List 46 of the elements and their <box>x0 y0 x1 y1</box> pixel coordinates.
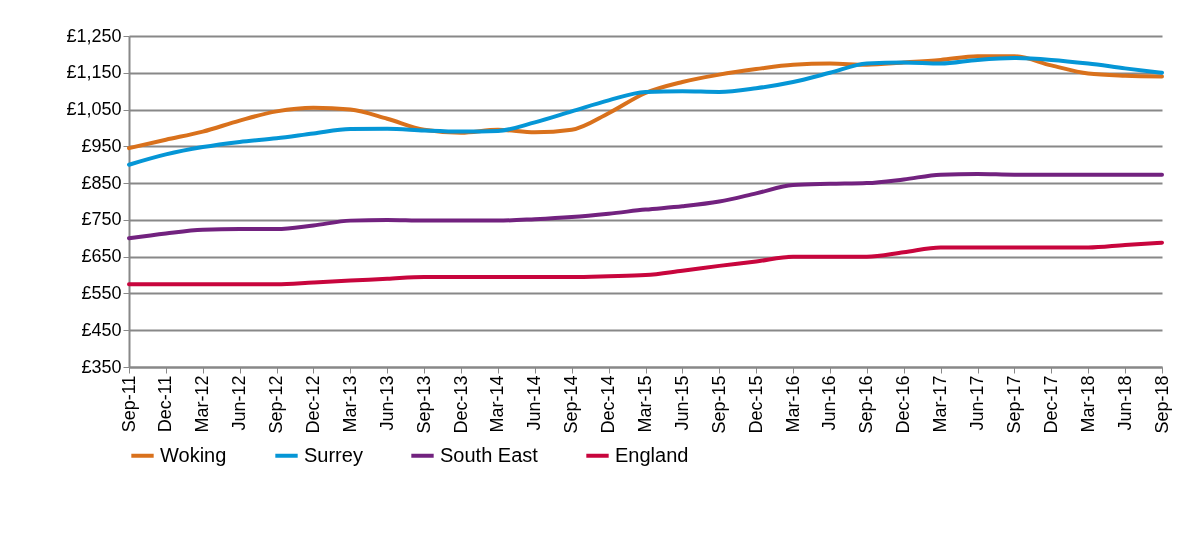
legend-label: England <box>615 443 689 466</box>
legend-label: Woking <box>160 443 227 466</box>
x-tick-label: Mar-14 <box>487 375 508 433</box>
x-tick-label: Mar-18 <box>1077 375 1098 433</box>
x-tick-label: Dec-17 <box>1040 375 1061 434</box>
x-tick-label: Sep-15 <box>708 375 729 434</box>
x-tick-label: Mar-15 <box>635 375 655 433</box>
x-tick-label: Mar-16 <box>782 375 803 433</box>
y-tick-label: £950 <box>81 135 122 156</box>
y-tick-label: £1,050 <box>66 99 122 120</box>
legend-label: Surrey <box>304 443 363 466</box>
x-tick-label: Sep-13 <box>413 375 434 434</box>
x-tick-label: Jun-14 <box>524 375 545 431</box>
x-tick-label: Sep-18 <box>1151 375 1172 434</box>
line-series <box>127 240 1164 287</box>
x-tick-label: Mar-17 <box>930 375 951 433</box>
x-tick-label: Sep-14 <box>561 375 582 434</box>
y-tick-label: £1,250 <box>66 25 122 46</box>
x-tick-label: Sep-16 <box>856 375 877 434</box>
legend-label: South East <box>440 443 539 466</box>
y-tick-label: £750 <box>81 209 122 230</box>
y-tick-label: £550 <box>81 282 122 303</box>
x-tick-label: Dec-14 <box>598 375 619 434</box>
x-tick-label: Dec-16 <box>893 375 914 434</box>
x-tick-label: Mar-13 <box>339 375 360 433</box>
y-tick-label: £350 <box>81 356 122 377</box>
x-tick-label: Jun-12 <box>229 375 250 431</box>
x-tick-label: Jun-16 <box>819 375 840 431</box>
y-tick-label: £850 <box>81 172 122 193</box>
y-tick-label: £1,150 <box>66 62 122 83</box>
x-tick-label: Sep-11 <box>118 375 139 433</box>
x-tick-label: Jun-17 <box>967 375 988 431</box>
x-tick-label: Jun-13 <box>376 375 397 431</box>
line-series <box>127 171 1164 241</box>
x-tick-label: Sep-12 <box>266 375 287 434</box>
x-tick-label: Sep-17 <box>1003 375 1024 434</box>
line-series <box>127 56 1164 167</box>
x-tick-label: Jun-15 <box>671 375 692 431</box>
x-tick-label: Mar-12 <box>192 375 213 433</box>
x-tick-label: Dec-12 <box>302 375 323 434</box>
x-tick-label: Dec-15 <box>745 375 766 434</box>
x-tick-label: Dec-13 <box>450 375 471 434</box>
x-tick-label: Dec-11 <box>155 375 176 433</box>
x-tick-label: Jun-18 <box>1114 375 1135 431</box>
y-tick-label: £450 <box>81 319 122 340</box>
y-tick-label: £650 <box>81 246 122 267</box>
